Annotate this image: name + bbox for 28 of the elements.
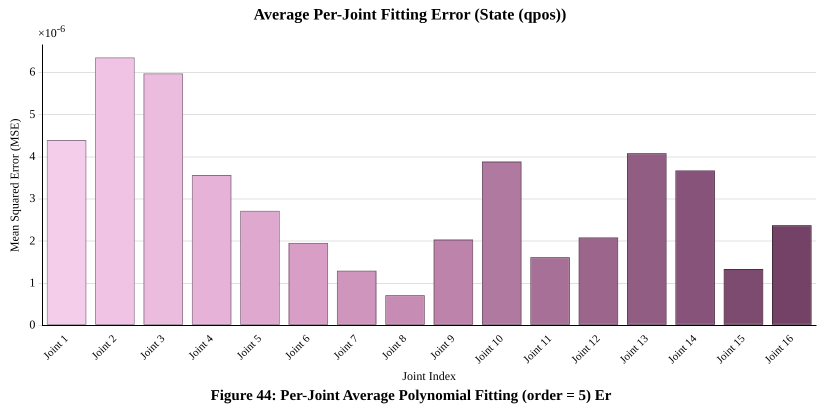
y-tick-label: 0	[29, 318, 36, 332]
y-tick-label: 6	[29, 64, 36, 79]
x-tick-label: Joint 14	[666, 332, 700, 366]
x-tick-label: Joint 6	[283, 332, 313, 362]
x-tick-label: Joint 8	[380, 332, 410, 362]
x-tick-label: Joint 4	[186, 332, 216, 362]
x-tick-label: Joint 16	[762, 332, 796, 366]
y-tick-label: 3	[29, 191, 36, 206]
x-axis-title: Joint Index	[402, 368, 456, 383]
x-tick-label: Joint 13	[618, 332, 652, 366]
x-tick-label: Joint 9	[428, 332, 458, 362]
x-tick-label: Joint 10	[472, 332, 506, 366]
chart-title: Average Per-Joint Fitting Error (State (qpos))	[254, 6, 566, 24]
y-tick-label: 4	[29, 149, 36, 164]
text: ×10$^{-6}$	[38, 24, 66, 41]
y-tick-label: 2	[29, 233, 36, 248]
x-tick-label: Joint 1	[41, 332, 71, 362]
x-tick-label: Joint 7	[331, 332, 362, 362]
caption: Figure 44: Per-Joint Average Polynomial Fitting (order = 5) Er	[210, 388, 612, 405]
x-tick-label: Joint 12	[569, 332, 603, 366]
x-tick-label: Joint 11	[521, 332, 554, 366]
y-axis-title: Mean Squared Error (MSE)	[7, 118, 22, 252]
y-tick-label: 5	[29, 106, 36, 121]
y-tick-label: 1	[29, 275, 36, 290]
x-tick-label: Joint 15	[714, 332, 748, 366]
x-tick-label: Joint 2	[90, 332, 120, 362]
x-tick-label: Joint 3	[138, 332, 168, 362]
x-tick-label: Joint 5	[234, 332, 264, 362]
